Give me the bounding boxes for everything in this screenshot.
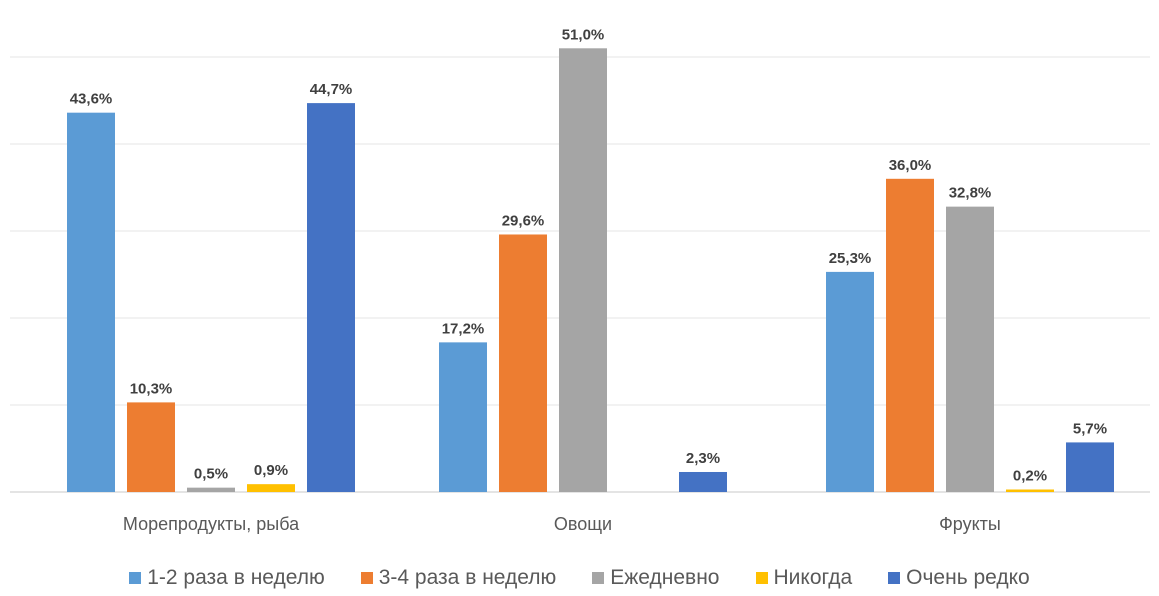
bar <box>439 342 487 492</box>
data-label: 36,0% <box>889 157 932 174</box>
bar <box>946 206 994 492</box>
bar <box>307 103 355 493</box>
bar <box>1066 442 1114 492</box>
bar <box>826 271 874 492</box>
bar <box>127 402 175 492</box>
data-label: 25,3% <box>829 250 872 267</box>
bar <box>247 484 295 492</box>
legend-item: Никогда <box>755 566 853 590</box>
data-label: 51,0% <box>562 26 605 43</box>
legend-swatch <box>129 572 142 584</box>
legend-swatch <box>755 572 768 584</box>
bar <box>559 48 607 493</box>
bar <box>187 487 235 492</box>
data-label: 0,5% <box>194 466 228 483</box>
legend-label: Ежедневно <box>610 566 720 589</box>
legend-label: Никогда <box>773 566 853 589</box>
legend-swatch <box>888 572 901 584</box>
data-label: 2,3% <box>686 450 720 467</box>
data-label: 43,6% <box>70 91 113 108</box>
legend-swatch <box>592 572 605 584</box>
legend-label: 3-4 раза в неделю <box>378 566 557 589</box>
legend-label: 1-2 раза в неделю <box>147 566 325 589</box>
bar <box>886 178 934 493</box>
bar <box>67 112 115 493</box>
category-label: Овощи <box>554 514 612 534</box>
data-label: 10,3% <box>130 380 173 397</box>
legend-item: 3-4 раза в неделю <box>360 566 557 590</box>
legend-item: Очень редко <box>888 566 1030 590</box>
bar <box>1006 489 1054 492</box>
bar <box>679 471 727 492</box>
data-label: 29,6% <box>502 212 545 229</box>
legend-label: Очень редко <box>906 566 1030 589</box>
data-label: 0,2% <box>1013 468 1047 485</box>
chart-legend: 1-2 раза в неделю 3-4 раза в неделю Ежедне… <box>0 560 1159 596</box>
bar <box>499 234 547 493</box>
data-label: 5,7% <box>1073 420 1107 437</box>
category-label: Морепродукты, рыба <box>123 514 300 534</box>
data-label: 17,2% <box>442 320 485 337</box>
data-label: 32,8% <box>949 185 992 202</box>
data-label: 44,7% <box>310 81 353 98</box>
category-label: Фрукты <box>939 514 1001 534</box>
legend-swatch <box>360 572 373 584</box>
legend-item: 1-2 раза в неделю <box>129 566 325 590</box>
legend-item: Ежедневно <box>592 566 720 590</box>
data-label: 0,9% <box>254 462 288 479</box>
